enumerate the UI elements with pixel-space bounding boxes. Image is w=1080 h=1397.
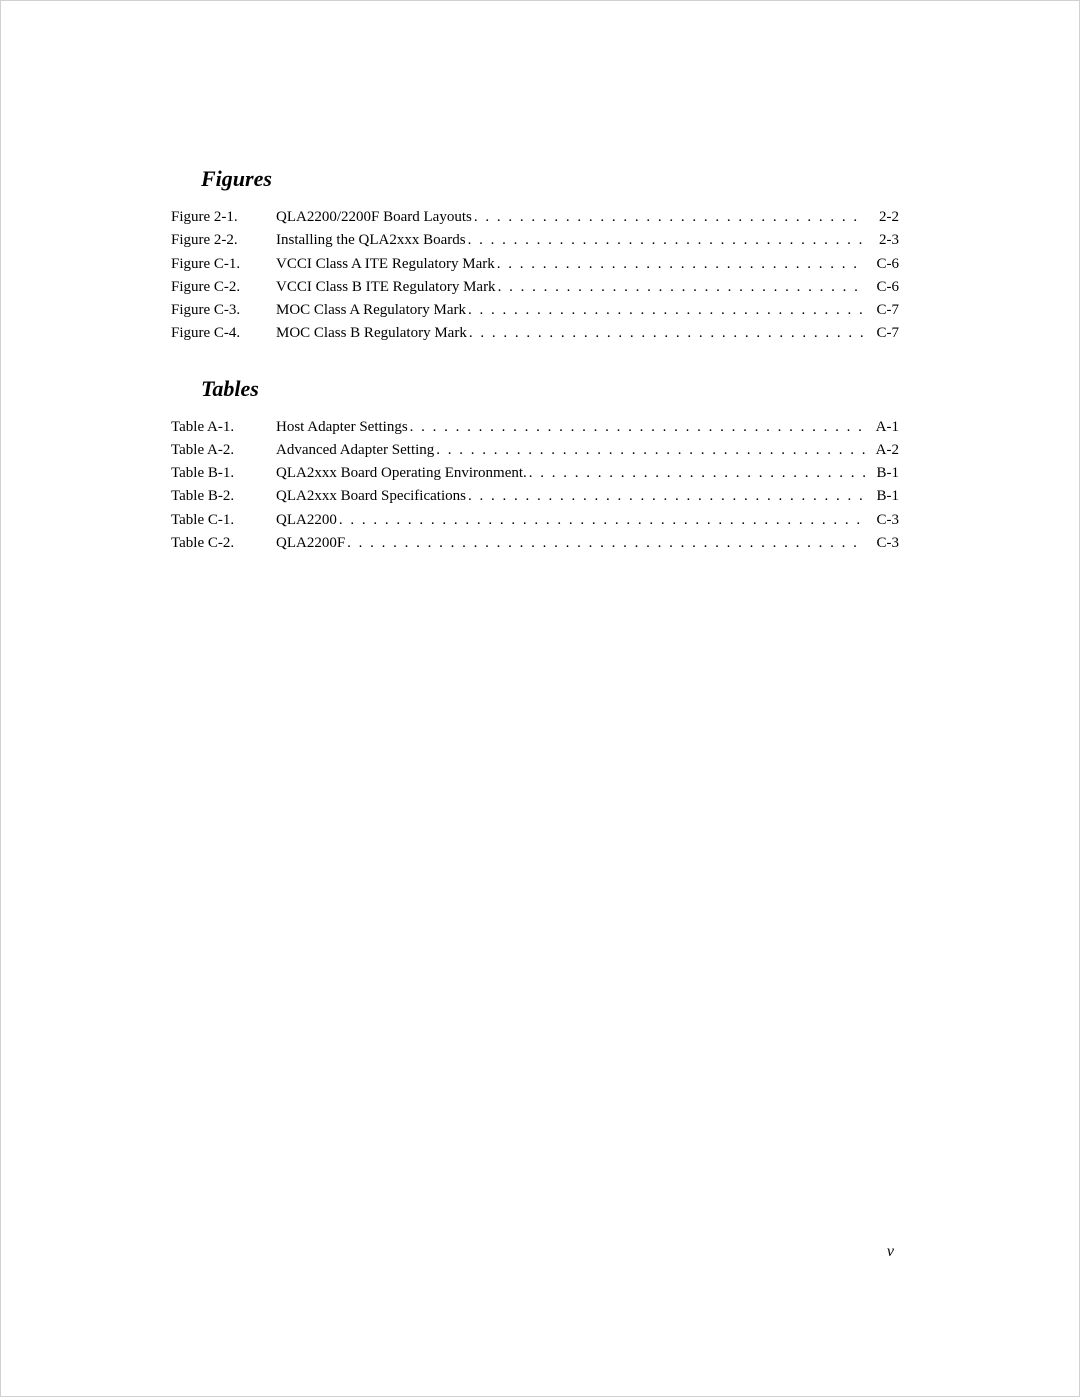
- toc-entry-label: Table C-1.: [171, 509, 276, 532]
- toc-entry: Figure 2-1. QLA2200/2200F Board Layouts …: [171, 206, 899, 229]
- tables-section: Tables Table A-1. Host Adapter Settings …: [201, 376, 899, 556]
- toc-entry-label: Table C-2.: [171, 532, 276, 555]
- toc-leader-dots: [466, 229, 865, 252]
- toc-leader-dots: [527, 462, 865, 485]
- toc-entry-title: Advanced Adapter Setting: [276, 439, 434, 462]
- toc-entry-label: Figure C-3.: [171, 299, 276, 322]
- toc-entry-page: C-6: [865, 253, 899, 276]
- toc-entry-page: C-7: [865, 322, 899, 345]
- toc-entry: Table C-2. QLA2200F C-3: [171, 532, 899, 555]
- document-page: Figures Figure 2-1. QLA2200/2200F Board …: [0, 0, 1080, 1397]
- toc-entry: Table B-2. QLA2xxx Board Specifications …: [171, 485, 899, 508]
- toc-entry-label: Figure 2-1.: [171, 206, 276, 229]
- toc-entry-page: A-1: [865, 416, 899, 439]
- toc-entry-label: Figure C-2.: [171, 276, 276, 299]
- toc-leader-dots: [434, 439, 865, 462]
- figures-heading: Figures: [201, 166, 899, 192]
- toc-entry-title: QLA2xxx Board Operating Environment.: [276, 462, 527, 485]
- toc-leader-dots: [466, 485, 865, 508]
- toc-entry-title: VCCI Class B ITE Regulatory Mark: [276, 276, 496, 299]
- toc-entry: Figure C-4. MOC Class B Regulatory Mark …: [171, 322, 899, 345]
- figures-list: Figure 2-1. QLA2200/2200F Board Layouts …: [201, 206, 899, 346]
- toc-entry: Table A-1. Host Adapter Settings A-1: [171, 416, 899, 439]
- tables-list: Table A-1. Host Adapter Settings A-1 Tab…: [201, 416, 899, 556]
- toc-entry-page: B-1: [865, 485, 899, 508]
- toc-entry-label: Figure C-1.: [171, 253, 276, 276]
- toc-entry-page: 2-2: [865, 206, 899, 229]
- toc-entry: Table B-1. QLA2xxx Board Operating Envir…: [171, 462, 899, 485]
- tables-heading: Tables: [201, 376, 899, 402]
- toc-entry-label: Table A-1.: [171, 416, 276, 439]
- toc-leader-dots: [495, 253, 865, 276]
- toc-entry: Table C-1. QLA2200 C-3: [171, 509, 899, 532]
- toc-leader-dots: [345, 532, 865, 555]
- toc-leader-dots: [472, 206, 865, 229]
- toc-entry: Figure C-2. VCCI Class B ITE Regulatory …: [171, 276, 899, 299]
- toc-entry-title: MOC Class B Regulatory Mark: [276, 322, 467, 345]
- toc-entry-title: QLA2200F: [276, 532, 345, 555]
- toc-entry-title: Host Adapter Settings: [276, 416, 408, 439]
- toc-entry-page: 2-3: [865, 229, 899, 252]
- toc-entry-title: QLA2200: [276, 509, 337, 532]
- toc-leader-dots: [467, 322, 865, 345]
- toc-leader-dots: [408, 416, 865, 439]
- toc-entry: Figure C-1. VCCI Class A ITE Regulatory …: [171, 253, 899, 276]
- toc-entry-page: C-6: [865, 276, 899, 299]
- toc-entry-page: C-7: [865, 299, 899, 322]
- toc-entry-page: C-3: [865, 532, 899, 555]
- toc-entry-label: Table B-1.: [171, 462, 276, 485]
- toc-entry-title: VCCI Class A ITE Regulatory Mark: [276, 253, 495, 276]
- toc-entry: Figure C-3. MOC Class A Regulatory Mark …: [171, 299, 899, 322]
- toc-entry-label: Figure C-4.: [171, 322, 276, 345]
- toc-entry: Table A-2. Advanced Adapter Setting A-2: [171, 439, 899, 462]
- toc-entry-title: QLA2200/2200F Board Layouts: [276, 206, 472, 229]
- toc-entry: Figure 2-2. Installing the QLA2xxx Board…: [171, 229, 899, 252]
- toc-entry-page: C-3: [865, 509, 899, 532]
- toc-entry-label: Table A-2.: [171, 439, 276, 462]
- toc-leader-dots: [337, 509, 865, 532]
- toc-entry-label: Table B-2.: [171, 485, 276, 508]
- toc-entry-title: Installing the QLA2xxx Boards: [276, 229, 466, 252]
- toc-entry-page: A-2: [865, 439, 899, 462]
- toc-entry-title: MOC Class A Regulatory Mark: [276, 299, 466, 322]
- toc-leader-dots: [466, 299, 865, 322]
- toc-entry-label: Figure 2-2.: [171, 229, 276, 252]
- toc-leader-dots: [496, 276, 865, 299]
- toc-entry-title: QLA2xxx Board Specifications: [276, 485, 466, 508]
- toc-entry-page: B-1: [865, 462, 899, 485]
- page-number: v: [887, 1243, 894, 1261]
- figures-section: Figures Figure 2-1. QLA2200/2200F Board …: [201, 166, 899, 346]
